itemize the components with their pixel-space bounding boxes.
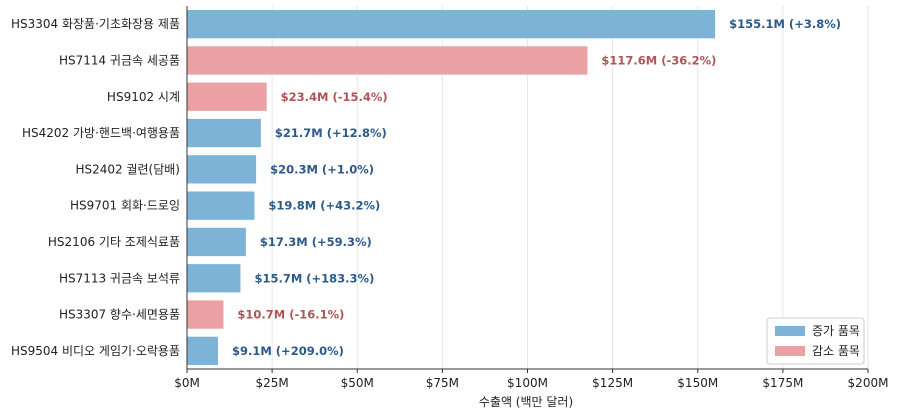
category-label: HS7113 귀금속 보석류: [59, 271, 180, 285]
value-label: $117.6M (-36.2%): [601, 53, 716, 67]
x-tick-label: $175M: [762, 376, 803, 390]
bar: [187, 264, 241, 293]
x-tick-label: $0M: [174, 376, 200, 390]
value-label: $15.7M (+183.3%): [254, 271, 374, 285]
category-label: HS9504 비디오 게임기·오락용품: [11, 344, 180, 358]
x-tick-labels: $0M $25M $50M $75M $100M $125M $150M $175M $200M: [174, 376, 888, 390]
legend-label-decrease: 감소 품목: [812, 344, 860, 358]
value-label: $10.7M (-16.1%): [237, 308, 344, 322]
axes: [186, 6, 869, 373]
value-label: $17.3M (+59.3%): [260, 235, 372, 249]
category-labels: HS3304 화장품·기초화장용 제품 HS7114 귀금속 세공품 HS9102 …: [11, 17, 180, 358]
x-tick-label: $25M: [255, 376, 288, 390]
bar: [187, 9, 716, 39]
value-label: $155.1M (+3.8%): [729, 17, 841, 31]
bar: [187, 155, 257, 184]
legend: 증가 품목 감소 품목: [766, 317, 865, 365]
category-label: HS3304 화장품·기초화장용 제품: [11, 17, 180, 31]
bar: [187, 82, 267, 111]
x-tick-label: $50M: [341, 376, 374, 390]
value-label: $19.8M (+43.2%): [268, 199, 380, 213]
x-tick-label: $150M: [677, 376, 718, 390]
bar: [187, 46, 588, 75]
category-label: HS3307 향수·세면용품: [59, 308, 180, 322]
x-tick-label: $200M: [848, 376, 889, 390]
value-label: $9.1M (+209.0%): [232, 344, 344, 358]
category-label: HS4202 가방·핸드백·여행용품: [22, 125, 180, 140]
value-label: $20.3M (+1.0%): [270, 162, 374, 176]
bar: [187, 336, 218, 366]
bar: [187, 227, 246, 257]
x-axis-label: 수출액 (백만 달러): [479, 395, 573, 409]
value-label: $23.4M (-15.4%): [281, 90, 388, 104]
x-tick-label: $75M: [426, 376, 459, 390]
value-label: $21.7M (+12.8%): [275, 126, 387, 140]
category-label: HS7114 귀금속 세공품: [59, 53, 180, 67]
legend-swatch-increase: [775, 326, 805, 336]
category-label: HS9701 회화·드로잉: [70, 199, 180, 213]
legend-swatch-decrease: [775, 346, 805, 356]
legend-label-increase: 증가 품목: [812, 324, 860, 338]
bar: [187, 300, 224, 329]
x-tick-label: $125M: [592, 376, 633, 390]
category-label: HS2106 기타 조제식료품: [48, 235, 180, 249]
bar: [187, 191, 255, 220]
bar: [187, 118, 261, 148]
bars: [187, 9, 716, 366]
category-label: HS2402 궐련(담배): [75, 162, 180, 176]
value-labels: $155.1M (+3.8%) $117.6M (-36.2%) $23.4M (-…: [232, 17, 841, 358]
x-tick-label: $100M: [507, 376, 548, 390]
category-label: HS9102 시계: [107, 90, 180, 104]
